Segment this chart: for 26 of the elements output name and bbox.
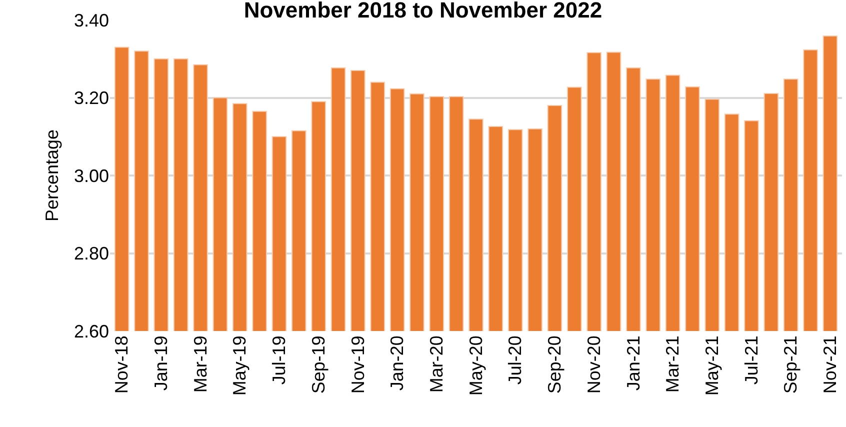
x-tick-label: May-20 (466, 336, 486, 396)
x-tick-label: Nov-19 (348, 336, 368, 394)
x-tick-label: Mar-19 (190, 336, 210, 393)
y-tick-label: 2.80 (74, 244, 109, 264)
x-tick-label: Jul-19 (269, 336, 290, 385)
x-tick-label: Nov-21 (820, 336, 840, 394)
x-tick-label: Jul-21 (741, 336, 762, 385)
x-tick-label: Jan-21 (623, 336, 644, 391)
x-tick-label: Jul-20 (505, 336, 526, 385)
y-axis-title: Percentage (42, 129, 62, 222)
y-tick-label: 3.00 (74, 166, 109, 186)
x-tick-label: Jan-19 (151, 336, 172, 391)
x-tick-label: Mar-20 (426, 336, 446, 393)
y-tick-label: 3.20 (74, 88, 109, 108)
y-tick-label: 3.40 (74, 10, 109, 30)
x-tick-label: May-21 (702, 336, 722, 396)
x-tick-label: Sep-21 (780, 336, 801, 394)
x-tick-label: Jan-20 (387, 336, 408, 391)
x-tick-label: Nov-18 (112, 336, 132, 394)
x-tick-label: Sep-19 (308, 336, 328, 394)
x-tick-label: Sep-20 (544, 336, 565, 394)
x-tick-label: Nov-20 (584, 336, 604, 394)
y-tick-label: 2.60 (74, 321, 109, 342)
x-tick-label: Mar-21 (662, 336, 683, 393)
x-tick-label: May-19 (230, 336, 250, 396)
chart-title: November 2018 to November 2022 (244, 0, 602, 23)
